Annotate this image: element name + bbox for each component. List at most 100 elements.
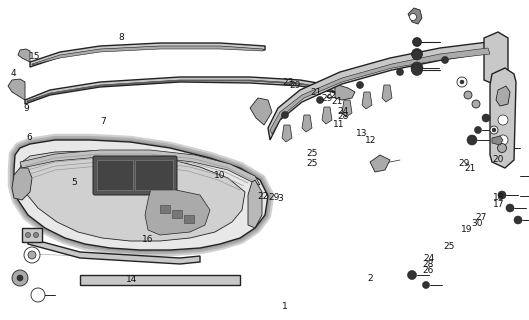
- Polygon shape: [25, 77, 340, 104]
- Bar: [160, 205, 170, 213]
- Text: 12: 12: [364, 136, 376, 145]
- Polygon shape: [492, 136, 503, 145]
- Polygon shape: [22, 228, 42, 242]
- Text: 29: 29: [289, 81, 301, 90]
- Circle shape: [412, 50, 422, 60]
- Circle shape: [498, 95, 508, 105]
- Circle shape: [24, 247, 40, 263]
- Text: 16: 16: [142, 235, 154, 244]
- Bar: [135, 160, 173, 190]
- Polygon shape: [12, 168, 32, 200]
- Bar: [172, 210, 182, 218]
- Polygon shape: [335, 84, 355, 100]
- Circle shape: [467, 135, 477, 145]
- Polygon shape: [250, 98, 272, 125]
- Text: 3: 3: [278, 194, 283, 203]
- Polygon shape: [14, 140, 268, 250]
- Text: 24: 24: [337, 107, 349, 116]
- Circle shape: [497, 143, 506, 153]
- Circle shape: [457, 77, 467, 87]
- Polygon shape: [28, 238, 200, 264]
- Circle shape: [412, 49, 423, 60]
- Text: 10: 10: [214, 171, 225, 180]
- Text: 13: 13: [355, 129, 367, 138]
- Bar: [184, 215, 194, 223]
- Circle shape: [490, 126, 498, 134]
- Text: 20: 20: [492, 155, 504, 164]
- Circle shape: [31, 288, 45, 302]
- Text: 29: 29: [459, 159, 470, 168]
- Text: 2: 2: [368, 274, 373, 283]
- Text: 25: 25: [306, 159, 318, 168]
- Circle shape: [409, 13, 416, 20]
- Polygon shape: [8, 79, 25, 100]
- Text: 21: 21: [464, 164, 476, 173]
- Polygon shape: [302, 115, 312, 132]
- Circle shape: [25, 233, 31, 237]
- Text: 6: 6: [26, 133, 32, 142]
- Circle shape: [482, 114, 490, 122]
- Text: 11: 11: [333, 120, 344, 129]
- Text: 15: 15: [29, 52, 40, 61]
- Circle shape: [12, 270, 28, 286]
- Circle shape: [411, 62, 423, 74]
- Circle shape: [413, 38, 421, 46]
- Circle shape: [472, 100, 480, 108]
- Text: 18: 18: [492, 193, 504, 202]
- Polygon shape: [32, 46, 263, 65]
- Polygon shape: [20, 151, 245, 241]
- Circle shape: [357, 82, 363, 89]
- Polygon shape: [496, 86, 510, 106]
- Polygon shape: [268, 42, 492, 140]
- Polygon shape: [248, 180, 262, 228]
- Circle shape: [33, 233, 39, 237]
- Text: 24: 24: [423, 254, 434, 263]
- Polygon shape: [282, 125, 292, 142]
- Text: 19: 19: [461, 225, 472, 234]
- Polygon shape: [27, 80, 338, 102]
- Polygon shape: [80, 275, 240, 285]
- Text: 22: 22: [258, 192, 269, 201]
- FancyBboxPatch shape: [93, 156, 177, 195]
- Circle shape: [475, 126, 481, 133]
- Circle shape: [413, 37, 422, 46]
- Text: 27: 27: [476, 213, 487, 222]
- Text: 25: 25: [443, 242, 454, 251]
- Text: 28: 28: [337, 112, 349, 121]
- Polygon shape: [322, 107, 332, 124]
- Polygon shape: [408, 8, 422, 24]
- Polygon shape: [30, 43, 265, 67]
- Text: 29: 29: [268, 193, 280, 202]
- Circle shape: [281, 111, 288, 118]
- Polygon shape: [18, 49, 30, 62]
- Text: 7: 7: [101, 117, 106, 126]
- Text: 14: 14: [125, 276, 137, 284]
- Text: 26: 26: [423, 266, 434, 275]
- Polygon shape: [145, 185, 210, 235]
- Circle shape: [506, 204, 514, 212]
- Text: 21: 21: [311, 88, 322, 97]
- Circle shape: [460, 80, 464, 84]
- Text: 8: 8: [119, 33, 124, 42]
- Text: 22: 22: [325, 91, 336, 100]
- Circle shape: [423, 282, 430, 289]
- Text: 25: 25: [306, 149, 318, 158]
- Text: 5: 5: [71, 178, 77, 187]
- Circle shape: [17, 275, 23, 281]
- Polygon shape: [362, 92, 372, 109]
- Bar: [97, 160, 133, 190]
- Circle shape: [412, 65, 423, 76]
- Circle shape: [442, 57, 449, 63]
- Circle shape: [407, 270, 416, 279]
- Text: 28: 28: [423, 260, 434, 269]
- Circle shape: [498, 135, 508, 145]
- Text: 4: 4: [11, 69, 16, 78]
- Polygon shape: [490, 68, 516, 168]
- Circle shape: [492, 128, 496, 132]
- Polygon shape: [382, 85, 392, 102]
- Text: 21: 21: [332, 97, 343, 106]
- Text: 9: 9: [24, 104, 29, 113]
- Polygon shape: [342, 100, 352, 117]
- Polygon shape: [20, 150, 260, 185]
- Polygon shape: [484, 32, 508, 86]
